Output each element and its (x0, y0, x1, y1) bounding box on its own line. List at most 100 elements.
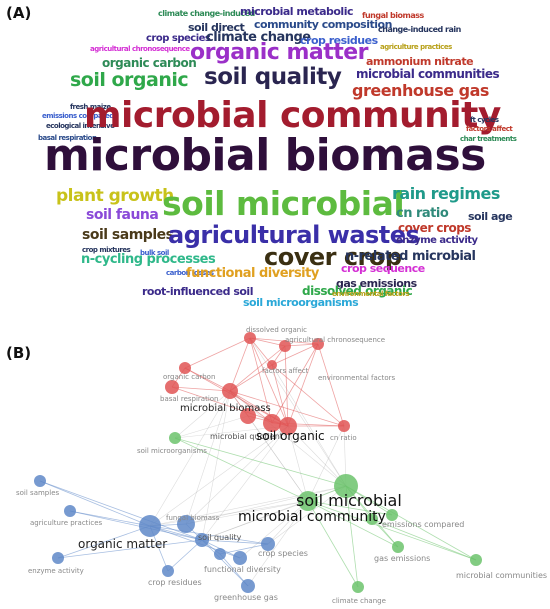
cloud-word: crop sequence (341, 262, 425, 275)
cloud-word: fungal biomass (362, 11, 424, 20)
cloud-word: dissolved organic (302, 284, 413, 298)
network-edge (219, 543, 269, 555)
network-edge (371, 518, 399, 548)
network-node-label: soil microorganisms (137, 447, 207, 455)
network-node-label: factors affect (262, 367, 309, 375)
cloud-word: soil microorganisms (243, 296, 359, 309)
network-node (279, 417, 297, 435)
network-edge (271, 364, 289, 427)
network-edge (57, 525, 151, 559)
network-node (139, 515, 161, 537)
network-node (261, 537, 275, 551)
network-edge (174, 390, 231, 439)
cloud-word: ecological intensive (46, 122, 115, 130)
network-node-label: organic carbon (163, 373, 215, 381)
network-edge (57, 539, 203, 559)
network-node-label: basal respiration (160, 395, 218, 403)
network-edge (229, 390, 345, 427)
network-edge (174, 437, 347, 487)
network-labels: dissolved organic agricultural chronosequ… (16, 326, 547, 605)
network-edge (345, 485, 477, 561)
network-node-label: microbial quotient (210, 432, 283, 441)
network-edge (174, 415, 249, 439)
network-edge (307, 500, 477, 561)
cloud-word: ft cycles (470, 116, 499, 124)
network-edge (39, 480, 151, 527)
cloud-word: n-cycling processes (81, 252, 216, 267)
network-edge (167, 539, 203, 572)
network-node-label: microbial community (238, 509, 386, 525)
cloud-word: enzyme activity (396, 235, 478, 246)
network-node (267, 360, 277, 370)
cloud-word: soil age (468, 210, 513, 223)
network-node-label: soil microbial (296, 491, 402, 510)
network-edge (69, 510, 151, 527)
network-edge (271, 364, 345, 427)
cloud-word: soil direct (188, 21, 245, 34)
cloud-word: cover crop (264, 243, 402, 271)
network-node-label: gas emissions (374, 554, 430, 563)
network-edge (284, 345, 289, 427)
network-edge (271, 343, 319, 424)
network-edge (201, 539, 269, 545)
cloud-word: soil samples (82, 227, 174, 243)
cloud-word: emissions compared (42, 112, 114, 120)
network-edge (185, 500, 309, 525)
network-node-label: greenhouse gas (214, 593, 278, 602)
network-edge (171, 386, 231, 392)
network-node (222, 383, 238, 399)
network-node-label: agricultural chronosequence (285, 336, 385, 344)
cloud-word: greenhouse gas (352, 81, 489, 100)
network-node-label: soil quality (198, 533, 242, 542)
network-node (34, 475, 46, 487)
network-node (165, 380, 179, 394)
network-node (244, 332, 256, 344)
network-edge (317, 343, 345, 427)
cloud-word: fresh maize (70, 103, 111, 111)
cloud-word: rain regimes (392, 184, 500, 203)
network-edge (247, 500, 309, 587)
network-node (195, 533, 209, 547)
cloud-word: carbon losses (166, 269, 214, 277)
cloud-word: crop mixtures (82, 246, 131, 254)
cloud-word: microbial community (84, 95, 501, 136)
word-cloud: climate change-induced microbial metaboli… (38, 6, 517, 309)
network-node (366, 513, 378, 525)
network-node (64, 505, 76, 517)
network-node-label: soil samples (16, 489, 59, 497)
network-edge (174, 437, 309, 502)
cloud-word: n-related microbial (345, 249, 476, 264)
network-edge (287, 343, 319, 427)
network-edge (371, 518, 477, 561)
network-node-label: functional diversity (204, 565, 281, 574)
network-edge (229, 337, 251, 392)
panel-b-label: (B) (6, 344, 32, 362)
network-node-label: cn ratio (330, 434, 357, 442)
network-node-label: microbial communities (456, 571, 547, 580)
network-edge (229, 390, 309, 502)
network-node (470, 554, 482, 566)
cloud-word: factors affect (466, 125, 513, 133)
network-edge (201, 425, 289, 541)
network-edge (185, 425, 289, 525)
cloud-word: agricultural chronosequence (90, 45, 190, 53)
network-edge (149, 425, 289, 527)
network-node-label: dissolved organic (246, 326, 307, 334)
network-node (162, 565, 174, 577)
network-edge (287, 425, 347, 487)
cloud-word: crop species (146, 33, 211, 44)
network-node (386, 509, 398, 521)
network-edge (149, 525, 269, 545)
network-node (263, 414, 281, 432)
cloud-word: char treatments (460, 135, 517, 143)
network-node (169, 432, 181, 444)
network-node (352, 581, 364, 593)
network-edge (307, 500, 399, 548)
network-edge (249, 337, 289, 427)
cloud-word: community composition (254, 18, 392, 31)
network-node (298, 491, 318, 511)
network-node-label: emissions compared (382, 520, 464, 529)
network-edge (239, 500, 309, 559)
network-node (177, 515, 195, 533)
network-edge (307, 425, 345, 502)
